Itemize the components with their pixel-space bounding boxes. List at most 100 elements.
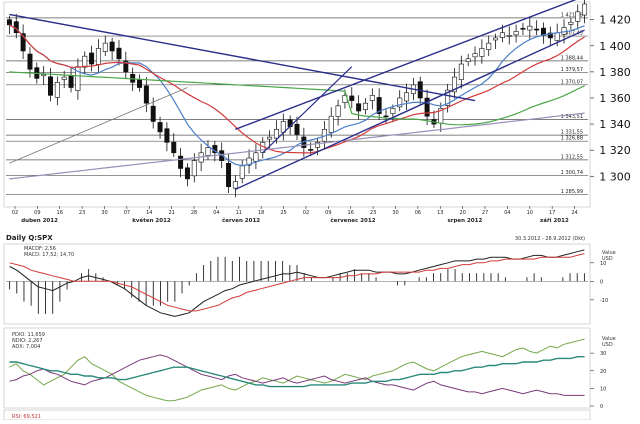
dmi-legend-pdi: PDIO: 11,659 [12,332,45,338]
macd-y-tick-label: 0 [600,279,603,285]
moving-averages [9,24,585,180]
date-tick-label: 25 [280,210,286,216]
candle-body [109,41,115,52]
candle-body [89,52,95,65]
candle-body [20,33,26,52]
date-tick-label: 11 [236,210,242,216]
date-tick-label: 10 [527,210,533,216]
candle-body [328,115,334,133]
candle-body [226,163,232,188]
candle-body [520,27,526,30]
date-axis: 02 09 16 23 30 07 14 21 28 04 11 18 25 02 09 16 23 30 06 13… [12,206,578,224]
candle-body [164,128,170,143]
candle-body [472,53,478,58]
date-tick-label: 23 [370,210,376,216]
trend-channel [9,0,585,190]
channel-upper-line [235,0,577,130]
candle-body [239,165,245,179]
price-y-axis: 1 300 1 320 1 340 1 360 1 380 1 400 1 420 [590,14,631,183]
candle-body [424,97,430,117]
price-level-label: 1 379,57 [561,67,583,73]
candle-body [123,60,129,73]
candle-body [205,147,211,156]
candle-body [547,32,553,39]
candle-body [568,21,574,25]
dmi-legend-adx: ADX: 7,004 [12,344,40,350]
candle-body [143,85,149,104]
candle-body [404,92,410,102]
date-tick-label: 02 [12,210,18,216]
dmi-axis-label-unit: USD [602,342,613,348]
dmi-pdi-line [9,338,585,402]
dmi-y-tick-label: 10 [600,386,606,392]
date-tick-label: 04 [213,210,219,216]
dmi-y-tick-label: 0 [600,404,603,410]
candle-body [157,122,163,133]
date-tick-label: 14 [146,210,152,216]
candle-body [397,97,403,108]
candle-body [41,74,47,77]
candle-body [116,47,122,60]
date-tick-label: 20 [459,210,465,216]
candle-body [232,181,238,189]
candle-body [451,76,457,93]
candle-body [273,128,279,139]
price-panel-frame [3,1,591,208]
macd-date-range: 30.3.2012 - 28.9.2012 (Dkt) [515,236,585,242]
candle-body [137,79,143,88]
macd-legend-macdf: MACDF: 2,56 [24,246,56,252]
macd-signal-line [9,253,585,312]
candle-body [150,105,156,122]
price-level-label: 1 285,99 [561,189,583,195]
dmi-y-tick-label: 30 [600,351,606,357]
price-y-tick-label: 1 340 [599,118,631,131]
candle-body [191,160,197,177]
candle-body [171,141,177,154]
price-y-tick-label: 1 420 [599,14,631,27]
candle-body [335,105,341,117]
candle-body [513,31,519,36]
price-level-label: 1 388,44 [561,55,583,61]
candle-body [465,58,471,62]
candle-body [356,103,362,112]
candle-body [376,97,382,114]
date-tick-label: 27 [482,210,488,216]
candle-body [486,42,492,50]
month-label: srpen 2012 [447,218,482,224]
price-level-label: 1 370,07 [561,79,583,85]
support-line [262,66,353,154]
candle-body [445,89,451,106]
candle-body [48,76,53,96]
candle-body [178,155,184,169]
candle-body [82,55,88,68]
date-tick-label: 16 [348,210,354,216]
candle-body [246,157,252,166]
downtrend-line [9,13,476,102]
date-tick-label: 21 [168,210,174,216]
candle-body [362,102,368,110]
macd-header: Daily Q:SPX [6,234,53,242]
date-tick-label: 28 [191,210,197,216]
candle-body [102,42,108,52]
macd-axis-label-unit: USD [602,256,613,262]
candle-body [315,142,321,148]
candle-body [68,75,74,88]
macd-panel-frame [3,243,591,325]
moving-average-line [9,71,585,126]
dmi-axis-label-value: Value [602,336,616,342]
price-y-tick-label: 1 400 [599,40,631,53]
date-tick-label: 23 [79,210,85,216]
price-y-tick-label: 1 300 [599,170,631,183]
dmi-adx-line [9,356,585,388]
moving-average-line [9,24,585,167]
date-tick-label: 09 [34,210,40,216]
dmi-legend-ndi: NDIO: 2,267 [12,338,43,344]
price-level-label: 1 312,55 [561,154,583,160]
date-tick-label: 16 [57,210,63,216]
candle-body [527,25,533,31]
macd-plot: 10 0 -10 [6,249,608,317]
month-label: červenec 2012 [330,217,375,224]
channel-lower-line [235,29,585,190]
candle-body [479,48,485,57]
